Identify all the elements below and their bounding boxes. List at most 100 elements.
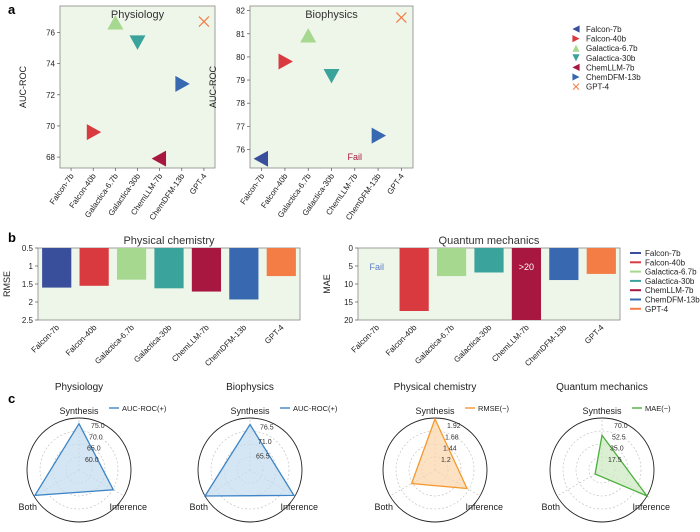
data-point-chemdfm-13b (175, 75, 190, 92)
radar-axis-label-inference: Inference (465, 502, 503, 512)
x-tick-label: ChemLLM-7b (490, 323, 531, 364)
y-tick-label: 2 (29, 298, 34, 307)
legend-label: Galactica-30b (586, 54, 636, 63)
radar-grid-ring (562, 430, 642, 510)
radar-grid-ring (210, 430, 290, 510)
radar-axis-label-both: Both (190, 502, 209, 512)
legend-item-galactica-6-7b: Galactica-6.7b (572, 44, 638, 53)
data-point-chemdfm-13b (371, 127, 387, 144)
radar-title: Physiology (55, 382, 103, 393)
y-tick-label: 5 (349, 262, 354, 271)
y-tick-label: 79 (236, 76, 245, 85)
legend-panel-a: Falcon-7bFalcon-40bGalactica-6.7bGalacti… (572, 25, 641, 92)
bar-galactica-30b (154, 248, 184, 289)
data-point-galactica-6-7b (107, 15, 124, 30)
bar-falcon-7b (42, 248, 72, 288)
y-tick-label: 72 (46, 91, 55, 100)
legend-item-falcon-7b: Falcon-7b (572, 25, 622, 34)
y-tick-label: 78 (236, 99, 245, 108)
legend-item-chemllm-7b: ChemLLM-7b (572, 63, 635, 72)
y-tick-label: 20 (344, 316, 353, 325)
legend-label: ChemDFM-13b (586, 73, 641, 82)
legend-label: ChemDFM-13b (645, 296, 700, 305)
x-tick-label: Falcon-7b (30, 323, 62, 355)
radar-legend-label: AUC-ROC(+) (122, 404, 167, 413)
data-point-galactica-30b (129, 35, 146, 50)
radar-tick-label: 52.5 (612, 434, 626, 441)
legend-marker (572, 63, 580, 71)
radar-tick-label: 1.44 (443, 446, 457, 453)
marker-stroke (198, 16, 210, 28)
x-tick-label: Falcon-40b (384, 323, 419, 358)
legend-item-chemdfm-13b: ChemDFM-13b (572, 73, 641, 82)
marker-stroke (395, 12, 407, 23)
chart-physiology: PhysiologyAUC-ROC6870727476Falcon-7bFalc… (18, 5, 216, 222)
radar-polygon (33, 422, 115, 497)
bar-chemllm-7b (191, 248, 222, 292)
y-tick-label: 82 (236, 7, 245, 16)
radar-tick-label: 1.2 (441, 457, 451, 464)
y-axis-label: AUC-ROC (18, 66, 28, 108)
bar-galactica-30b (474, 248, 504, 273)
panel-label-a: a (8, 2, 16, 17)
radar-tick-label: 1.92 (447, 423, 461, 430)
radar-tick-label: 70.0 (614, 423, 628, 430)
bar-chemllm-7b (511, 248, 542, 320)
legend-marker (572, 83, 580, 90)
bar-chemdfm-13b (229, 248, 259, 300)
legend-label: Falcon-7b (586, 25, 622, 34)
radar-physical-chemistry: Physical chemistry 1.2 1.44 1.68 1.92 Synthes… (375, 382, 510, 523)
x-tick-label: Galactica-30b (452, 323, 494, 365)
legend-item-galactica-30b: Galactica-30b (572, 54, 636, 63)
radar-legend-label: RMSE(−) (478, 404, 510, 413)
legend-label: Falcon-7b (645, 249, 681, 258)
legend-label: ChemLLM-7b (586, 63, 635, 72)
legend-label: GPT-4 (645, 305, 669, 314)
radar-tick-label: 65.0 (87, 446, 101, 453)
legend-item-chemdfm-13b: ChemDFM-13b (630, 296, 700, 305)
radar-legend-label: MAE(−) (645, 404, 671, 413)
radar-axis-label-inference: Inference (109, 502, 147, 512)
radar-polygon (410, 417, 469, 490)
bar-falcon-40b (399, 248, 429, 311)
radar-grid-ring (39, 430, 119, 510)
chart-title: Biophysics (305, 9, 358, 21)
y-tick-label: 15 (344, 298, 353, 307)
panel-label-c: c (8, 391, 15, 406)
annotation-fail: Fail (369, 262, 384, 272)
annotation--20: >20 (519, 262, 534, 272)
chart-title: Physiology (111, 9, 165, 21)
bar-gpt-4 (266, 248, 296, 277)
radar-polygon (594, 433, 649, 498)
legend-marker (572, 25, 580, 33)
legend-item-galactica-6-7b: Galactica-6.7b (630, 268, 697, 277)
radar-title: Biophysics (226, 382, 274, 393)
x-tick-label: GPT-4 (263, 323, 286, 346)
legend-marker (572, 35, 580, 43)
y-tick-label: 0.5 (22, 244, 34, 253)
x-tick-label: Galactica-30b (132, 323, 174, 365)
panel-label-b: b (8, 230, 16, 245)
radar-tick-label: 1.68 (445, 434, 459, 441)
y-tick-label: 70 (46, 122, 55, 131)
bar-gpt-4 (586, 248, 616, 274)
y-tick-label: 10 (344, 280, 353, 289)
legend-label: Falcon-40b (645, 258, 686, 267)
bar-chemdfm-13b (549, 248, 579, 281)
chart-title: Physical chemistry (123, 235, 215, 247)
y-tick-label: 1 (29, 262, 34, 271)
y-tick-label: 77 (236, 122, 245, 131)
radar-axis-label-synthesis: Synthesis (59, 406, 99, 416)
data-point-gpt-4 (395, 12, 407, 23)
x-tick-label: GPT-4 (385, 172, 406, 197)
data-point-galactica-6-7b (300, 28, 317, 43)
legend-label: Galactica-6.7b (645, 268, 697, 277)
data-point-chemllm-7b (151, 150, 167, 167)
bar-galactica-6-7b (116, 248, 147, 280)
radar-axis-label-synthesis: Synthesis (582, 406, 622, 416)
radar-biophysics: Biophysics 65.5 71.0 76.5 Synthesis Inference… (190, 382, 338, 523)
radar-tick-label: 75.0 (91, 423, 105, 430)
legend-item-falcon-40b: Falcon-40b (630, 258, 686, 267)
radar-title: Quantum mechanics (556, 382, 648, 393)
radar-axis-label-synthesis: Synthesis (230, 406, 270, 416)
